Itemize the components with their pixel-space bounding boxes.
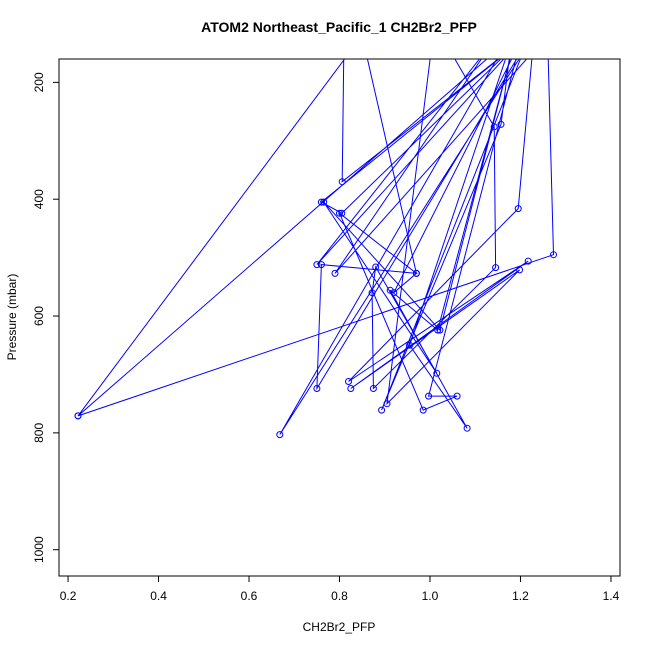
data-point (425, 392, 433, 400)
data-point (497, 120, 505, 128)
x-tick-label: 1.0 (422, 589, 439, 603)
data-point (317, 198, 325, 206)
data-point (368, 289, 376, 297)
data-point (524, 257, 532, 265)
data-point (386, 286, 394, 294)
data-point (336, 209, 343, 217)
data-point (317, 261, 325, 269)
y-axis: 200 400 600 800 1000 (32, 72, 59, 563)
x-tick-label: 0.4 (150, 589, 167, 603)
data-point (276, 431, 284, 439)
data-point (378, 406, 386, 414)
data-point (514, 205, 522, 213)
data-point (74, 412, 82, 420)
series-line (77, 59, 555, 435)
y-tick-label: 400 (32, 189, 46, 209)
x-axis: 0.2 0.4 0.6 0.8 1.0 1.2 1.4 (60, 576, 620, 603)
data-point (338, 209, 346, 217)
data-point (490, 123, 498, 131)
data-point (338, 178, 346, 186)
y-axis-title: Pressure (mbar) (5, 274, 19, 361)
data-point (345, 378, 352, 385)
data-point (331, 269, 339, 277)
x-tick-label: 1.4 (603, 589, 620, 603)
data-point (406, 341, 414, 349)
data-point (434, 326, 442, 334)
data-point (313, 261, 321, 269)
data-point (463, 424, 471, 432)
x-tick-label: 0.2 (60, 589, 77, 603)
data-point (419, 406, 427, 414)
data-point (383, 400, 391, 408)
plot-frame (58, 58, 621, 577)
data-point (320, 198, 328, 206)
data-point (516, 266, 524, 274)
data-point (313, 385, 321, 392)
x-axis-title: CH2Br2_PFP (303, 620, 376, 634)
y-tick-label: 600 (32, 306, 46, 326)
data-point (433, 369, 441, 377)
data-point (372, 263, 380, 271)
data-point (492, 264, 500, 272)
data-point (453, 392, 461, 400)
y-tick-label: 200 (32, 72, 46, 92)
data-point (390, 289, 398, 297)
x-tick-label: 0.8 (331, 589, 348, 603)
x-tick-label: 0.6 (241, 589, 258, 603)
data-point (369, 385, 377, 392)
chart-title: ATOM2 Northeast_Pacific_1 CH2Br2_PFP (201, 19, 477, 35)
y-tick-label: 800 (32, 423, 46, 443)
y-tick-label: 1000 (32, 536, 46, 563)
data-point (436, 326, 444, 334)
data-point (412, 269, 420, 277)
data-point (550, 251, 557, 259)
plot-area (74, 59, 557, 439)
data-point (347, 385, 355, 392)
x-tick-label: 1.2 (512, 589, 529, 603)
